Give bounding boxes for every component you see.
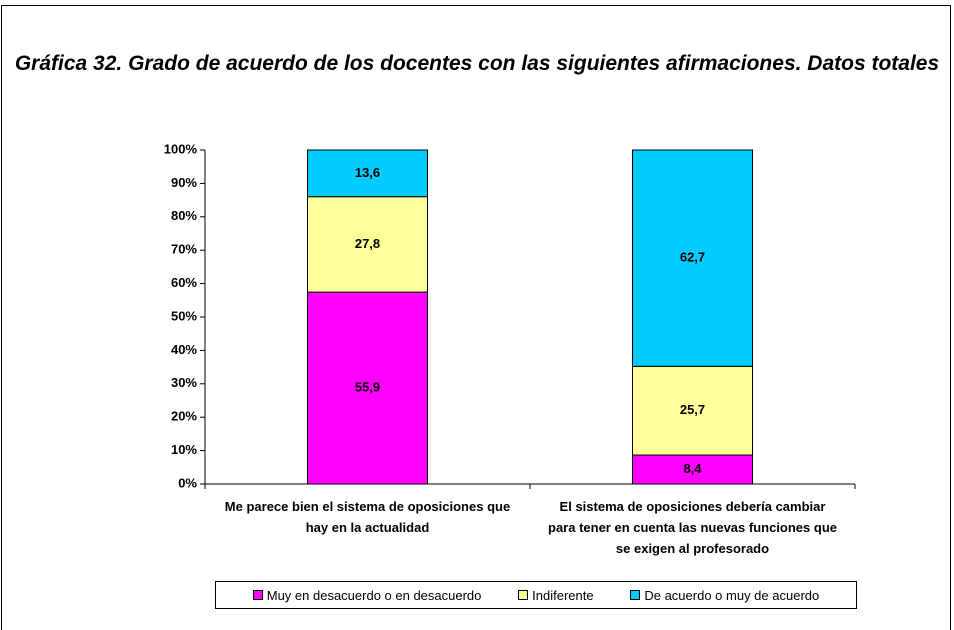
chart-title: Gráfica 32. Grado de acuerdo de los doce…	[14, 52, 940, 75]
y-tick-label: 30%	[171, 375, 197, 390]
x-tick-label: Me parece bien el sistema de oposiciones…	[224, 499, 511, 535]
y-tick-label: 50%	[171, 308, 197, 323]
y-tick-label: 100%	[164, 141, 198, 156]
y-tick-label: 40%	[171, 342, 197, 357]
legend-swatch	[630, 590, 641, 600]
legend: Muy en desacuerdo o en desacuerdo Indifer…	[215, 581, 857, 609]
y-tick-label: 60%	[171, 275, 197, 290]
bar-segment	[632, 454, 753, 485]
bar-segment	[307, 149, 428, 198]
legend-swatch	[518, 590, 529, 600]
data-label: 8,4	[683, 461, 702, 476]
legend-item: Indiferente	[518, 587, 594, 603]
legend-label: Indiferente	[532, 587, 594, 603]
legend-label: Muy en desacuerdo o en desacuerdo	[266, 587, 482, 603]
data-label: 25,7	[680, 402, 705, 417]
bar-segment	[307, 291, 428, 485]
y-tick-label: 10%	[171, 442, 197, 457]
y-tick-label: 90%	[171, 175, 197, 190]
bar-segment	[632, 365, 753, 456]
legend-item: Muy en desacuerdo o en desacuerdo	[252, 587, 482, 603]
y-tick-label: 20%	[171, 409, 197, 424]
chart-frame	[1, 5, 951, 630]
y-tick-label: 70%	[171, 242, 197, 257]
legend-label: De acuerdo o muy de acuerdo	[644, 587, 820, 603]
data-label: 13,6	[355, 165, 380, 180]
y-tick-label: 0%	[178, 475, 197, 490]
legend-item: De acuerdo o muy de acuerdo	[630, 588, 819, 603]
data-label: 55,9	[355, 379, 380, 394]
x-tick-label: El sistema de oposiciones debería cambia…	[548, 499, 837, 556]
data-label: 27,8	[355, 236, 380, 251]
data-label: 62,7	[680, 250, 705, 265]
bar-segment	[632, 149, 753, 367]
legend-swatch	[252, 590, 263, 600]
y-tick-label: 80%	[171, 208, 197, 223]
